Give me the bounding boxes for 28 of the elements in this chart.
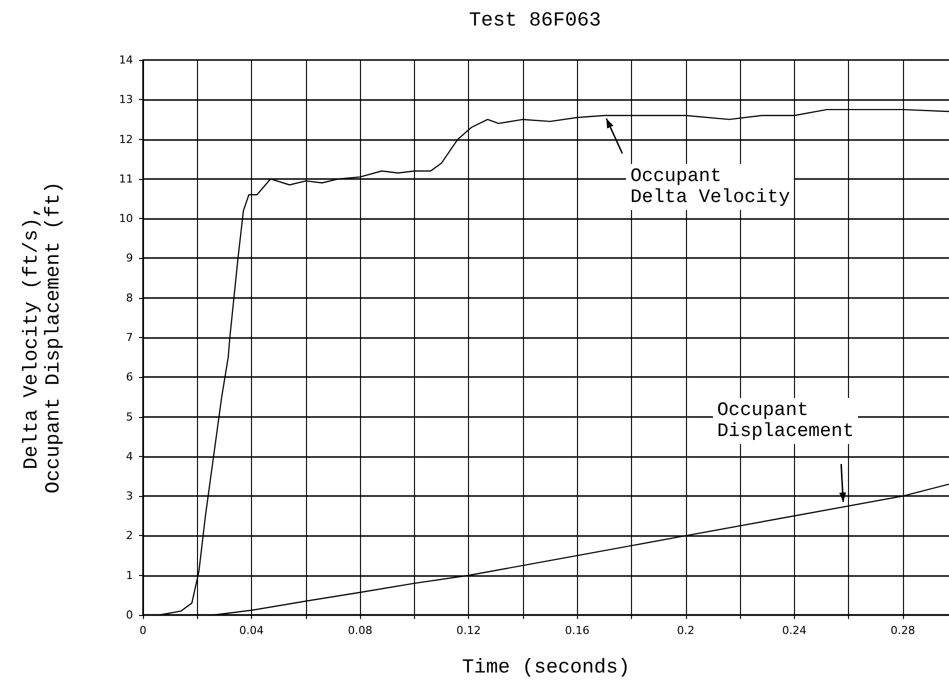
x-tick-label: 0 — [140, 624, 146, 637]
y-tick-label: 14 — [119, 54, 133, 66]
y-tick-label: 5 — [126, 410, 133, 424]
annotation: Occupant Displacement — [713, 398, 858, 444]
y-tick-label: 2 — [126, 529, 133, 542]
y-tick-label: 1 — [126, 568, 133, 582]
x-tick-label: 0.2 — [677, 624, 695, 637]
x-axis-title: Time (seconds) — [462, 656, 630, 680]
y-tick-label: 4 — [126, 450, 133, 463]
annotation: Occupant Delta Velocity — [626, 164, 794, 210]
y-axis-title: Delta Velocity (ft/s), Occupant Displacement (ft) — [20, 181, 66, 494]
y-tick-label: 8 — [126, 291, 133, 304]
y-tick-label: 13 — [119, 93, 133, 106]
y-tick-label: 10 — [119, 212, 133, 226]
x-tick-label: 0.16 — [564, 624, 590, 637]
x-tick-label: 0.28 — [890, 624, 916, 637]
y-tick-label: 9 — [126, 252, 133, 265]
x-tick-label: 0.24 — [782, 624, 807, 637]
y-tick-label: 6 — [126, 370, 133, 384]
y-tick-label: 7 — [126, 331, 133, 344]
x-tick-label: 0.08 — [348, 624, 372, 637]
x-tick-label: 0.12 — [456, 624, 481, 637]
y-tick-label: 12 — [119, 132, 133, 146]
y-tick-label: 0 — [126, 608, 133, 622]
y-tick-label: 11 — [119, 172, 133, 186]
y-tick-label: 3 — [126, 490, 133, 503]
x-tick-label: 0.04 — [239, 624, 264, 637]
chart-title: Test 86F063 — [468, 10, 602, 32]
